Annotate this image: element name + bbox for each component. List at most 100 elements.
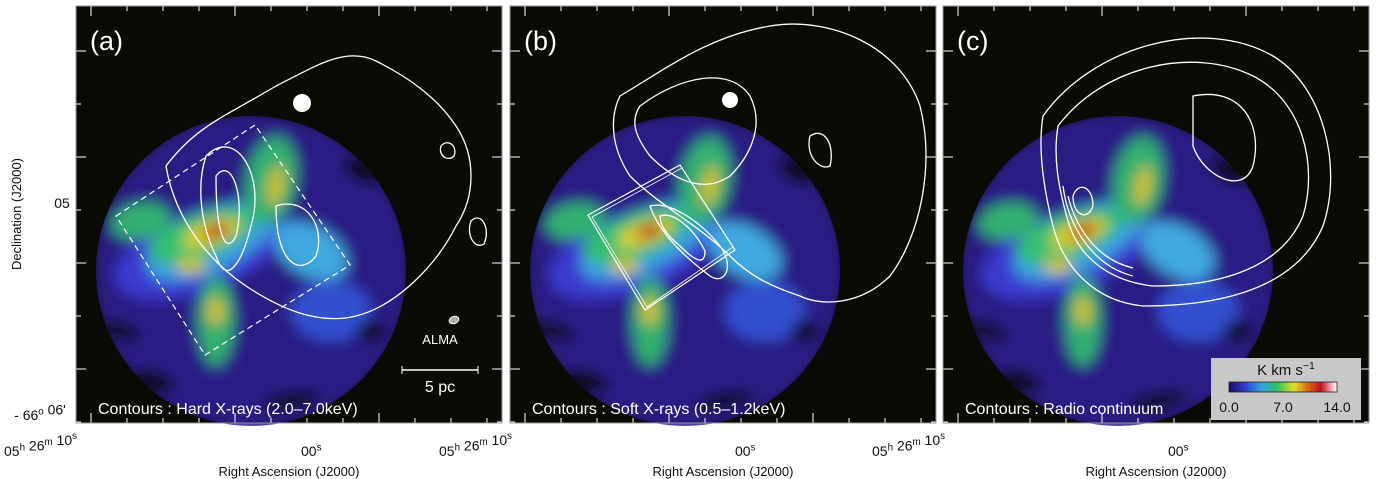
beam-label: ALMA [422,332,458,347]
label-part: 10 [921,432,941,448]
blob [261,391,321,411]
region-box [591,167,734,308]
contours [1040,37,1332,307]
blob [1141,221,1215,281]
label-sup: s [940,431,945,442]
panel-frame [509,5,937,424]
blob [695,391,755,411]
panel-label: (a) [90,26,123,56]
label-sup: m [913,437,921,448]
blob [1075,297,1091,325]
label-part: K km s [1257,362,1303,379]
contour-label: Contours : Hard X-rays (2.0–7.0keV) [98,401,358,418]
x-tick-label: 05h 26m 10s [439,431,512,459]
ticks [510,6,936,476]
panel: (b) Contours : Soft X-rays (0.5–1.2keV) 05… [439,5,937,479]
panel-label: (c) [957,26,988,56]
contour [659,214,706,261]
colorbar-tick-label: 7.0 [1273,399,1293,415]
contour [1055,61,1310,287]
panel-frame [75,5,503,424]
x-axis-label: Right Ascension (J2000) [653,464,794,479]
blob [357,321,385,341]
contour [200,146,256,271]
label-sup: s [507,431,512,442]
panel-label: (b) [524,26,557,56]
panel-frame [942,5,1370,424]
contours [165,55,487,320]
blob [1134,166,1152,206]
label-part: 10 [53,432,73,448]
blob [530,116,840,426]
panel: (a) Contours : Hard X-rays (2.0–7.0keV) 05… [4,5,503,479]
blob [776,157,814,185]
label-sup: s [317,442,322,453]
colorbar-title: K km s−1 [1257,360,1315,379]
label-part: 05 [439,443,455,459]
label-part: 26 [460,437,480,453]
colorbar: K km s−1 0.0 7.0 14.0 [1211,358,1361,420]
label-part: 26 [893,437,913,453]
colorbar-gradient [1228,381,1338,393]
contour [612,23,927,303]
label-sup: o [38,406,44,417]
region-box [115,124,351,356]
colorbar-tick-label: 14.0 [1323,399,1350,415]
label-part: 05 [4,443,20,459]
point-source [722,92,738,108]
blob [111,202,171,240]
contour [275,203,320,266]
label-part: 10 [488,432,508,448]
blob [342,157,380,185]
blob [969,320,1007,342]
blob [545,202,605,240]
label-part: - 66 [14,407,38,423]
x-axis-label: Right Ascension (J2000) [1086,464,1227,479]
label-sup: h [888,442,893,453]
blob [274,221,348,281]
y-axis-label: Declination (J2000) [9,158,24,270]
y-tick-label: - 66o 06' [14,401,66,423]
blob [701,166,719,206]
region-box [587,164,736,311]
label-part: 05 [54,195,70,211]
blob [176,258,206,274]
contour [808,132,832,168]
x-axis-label: Right Ascension (J2000) [219,464,360,479]
label-sup: s [751,442,756,453]
x-tick-label: 05h 26m 10s [872,431,945,459]
blob [791,321,819,341]
contour-label: Contours : Soft X-rays (0.5–1.2keV) [532,401,785,418]
contour [468,217,487,246]
label-part: 00 [735,443,751,459]
contour [1062,185,1134,277]
emission-blobs [96,116,406,426]
label-part: 00 [1168,443,1184,459]
label-sup: m [480,437,488,448]
label-part: 26 [25,437,45,453]
blob [291,281,371,341]
blob [536,320,574,342]
label-sup: s [72,431,77,442]
contour [1072,186,1094,216]
label-part: 00 [301,443,317,459]
contour [1040,37,1332,307]
point-source [293,94,311,112]
panels: (a) Contours : Hard X-rays (2.0–7.0keV) 05… [4,5,1370,479]
blob [610,258,640,274]
blob [725,281,805,341]
label-part: 06' [44,401,66,417]
ticks [76,6,502,476]
x-tick-label: 00s [1168,442,1189,459]
blob [1043,258,1073,274]
contour [215,170,240,245]
blob [208,297,224,325]
y-tick-label: 05 [54,195,70,211]
contour [634,77,757,185]
blob [1209,157,1247,185]
x-tick-label: 00s [735,442,756,459]
blob [1128,391,1188,411]
contour [439,142,456,160]
ticks [943,6,1369,476]
